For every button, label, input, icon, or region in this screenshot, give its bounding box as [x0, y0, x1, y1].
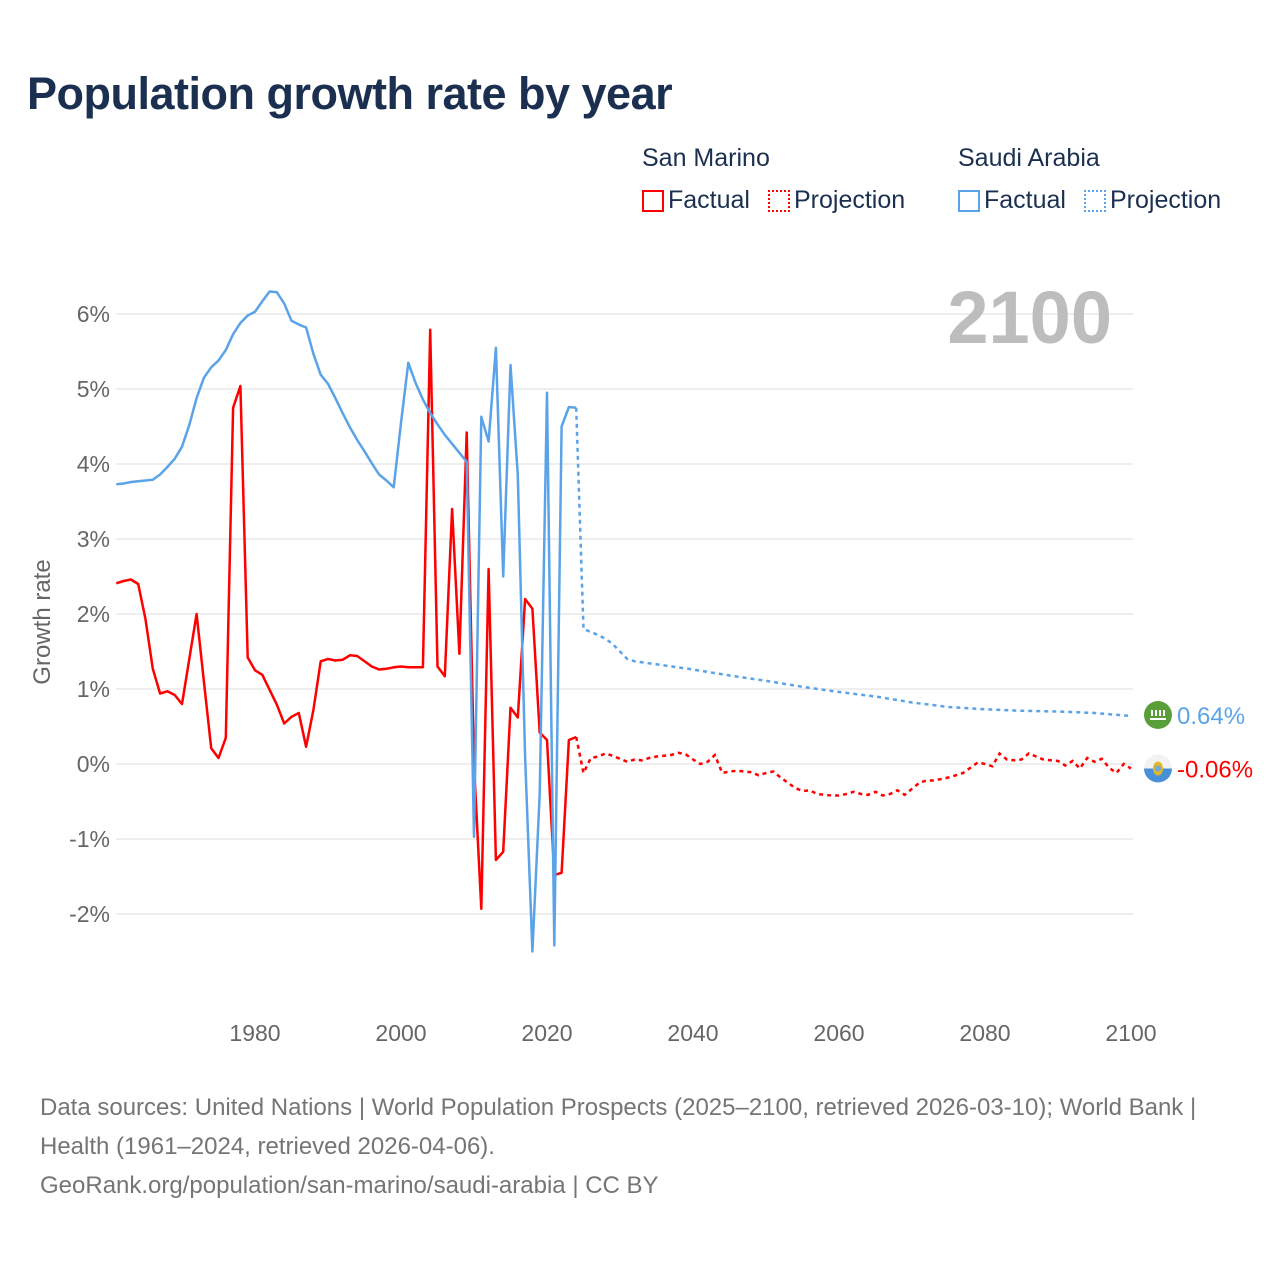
y-tick-label: -1%	[69, 826, 110, 852]
y-tick-label: 6%	[77, 301, 110, 327]
end-value-label-saudi-arabia: 0.64%	[1177, 703, 1245, 730]
saudi-arabia-flag-icon	[1144, 701, 1172, 729]
y-tick-label: 0%	[77, 751, 110, 777]
y-tick-label: 4%	[77, 451, 110, 477]
current-year-label: 2100	[947, 276, 1112, 359]
factual-line-saudi-arabia	[116, 290, 577, 953]
projection-line-san-marino	[574, 736, 1132, 797]
flag-emblem-center	[1155, 765, 1161, 772]
factual-line-san-marino	[115, 328, 577, 911]
x-tick-label: 2080	[959, 1020, 1010, 1046]
y-tick-label: 3%	[77, 526, 110, 552]
legend-san-marino: San Marino Factual Projection	[642, 144, 917, 215]
flag-emblem	[1150, 710, 1166, 720]
x-axis: 1980 2000 2020 2040 2060 2080 2100	[229, 1020, 1156, 1046]
legend-label: Factual	[668, 186, 750, 214]
series-lines	[115, 290, 1132, 953]
attribution-link[interactable]: GeoRank.org/population/san-marino/saudi-…	[40, 1172, 659, 1199]
legend-projection-san-marino[interactable]: Projection	[767, 186, 906, 215]
legend-swatch-solid	[642, 189, 664, 212]
data-sources: Data sources: United Nations | World Pop…	[40, 1094, 1197, 1160]
end-labels: -0.06% 0.64%	[1144, 701, 1253, 784]
end-value-label-san-marino: -0.06%	[1177, 757, 1253, 784]
legend-country-name: Saudi Arabia	[958, 144, 1100, 172]
projection-line-saudi-arabia	[574, 407, 1132, 718]
legend-projection-saudi-arabia[interactable]: Projection	[1083, 186, 1222, 215]
legend-factual-saudi-arabia[interactable]: Factual	[958, 186, 1066, 215]
x-tick-label: 2100	[1105, 1020, 1156, 1046]
y-axis: -2% -1% 0% 1% 2% 3% 4% 5% 6%	[69, 301, 110, 927]
legend-label: Projection	[793, 186, 906, 214]
legend-swatch-dotted	[1083, 189, 1106, 212]
flag-circle	[1144, 701, 1172, 729]
legend-country-name: San Marino	[642, 144, 770, 172]
x-tick-label: 2040	[667, 1020, 718, 1046]
y-tick-label: 2%	[77, 601, 110, 627]
legend-saudi-arabia: Saudi Arabia Factual Projection	[958, 144, 1233, 215]
y-tick-label: 5%	[77, 376, 110, 402]
line-chart: -2% -1% 0% 1% 2% 3% 4% 5% 6% 1980 2000 2020 2040 206…	[29, 276, 1253, 1046]
legend-label: Projection	[1109, 186, 1222, 214]
footer: Data sources: United Nations | World Pop…	[40, 1088, 1240, 1205]
gridlines	[116, 313, 1133, 915]
x-tick-label: 2020	[521, 1020, 572, 1046]
y-tick-label: 1%	[77, 676, 110, 702]
legend-label: Factual	[984, 186, 1066, 214]
legend-swatch-solid	[958, 189, 980, 212]
chart-title: Population growth rate by year	[27, 68, 673, 119]
san-marino-flag-icon	[1144, 754, 1172, 783]
y-axis-label: Growth rate	[29, 559, 56, 684]
x-tick-label: 1980	[229, 1020, 280, 1046]
x-tick-label: 2000	[375, 1020, 426, 1046]
x-tick-label: 2060	[813, 1020, 864, 1046]
legend-factual-san-marino[interactable]: Factual	[642, 186, 750, 215]
y-tick-label: -2%	[69, 901, 110, 927]
legend-swatch-dotted	[767, 189, 790, 212]
